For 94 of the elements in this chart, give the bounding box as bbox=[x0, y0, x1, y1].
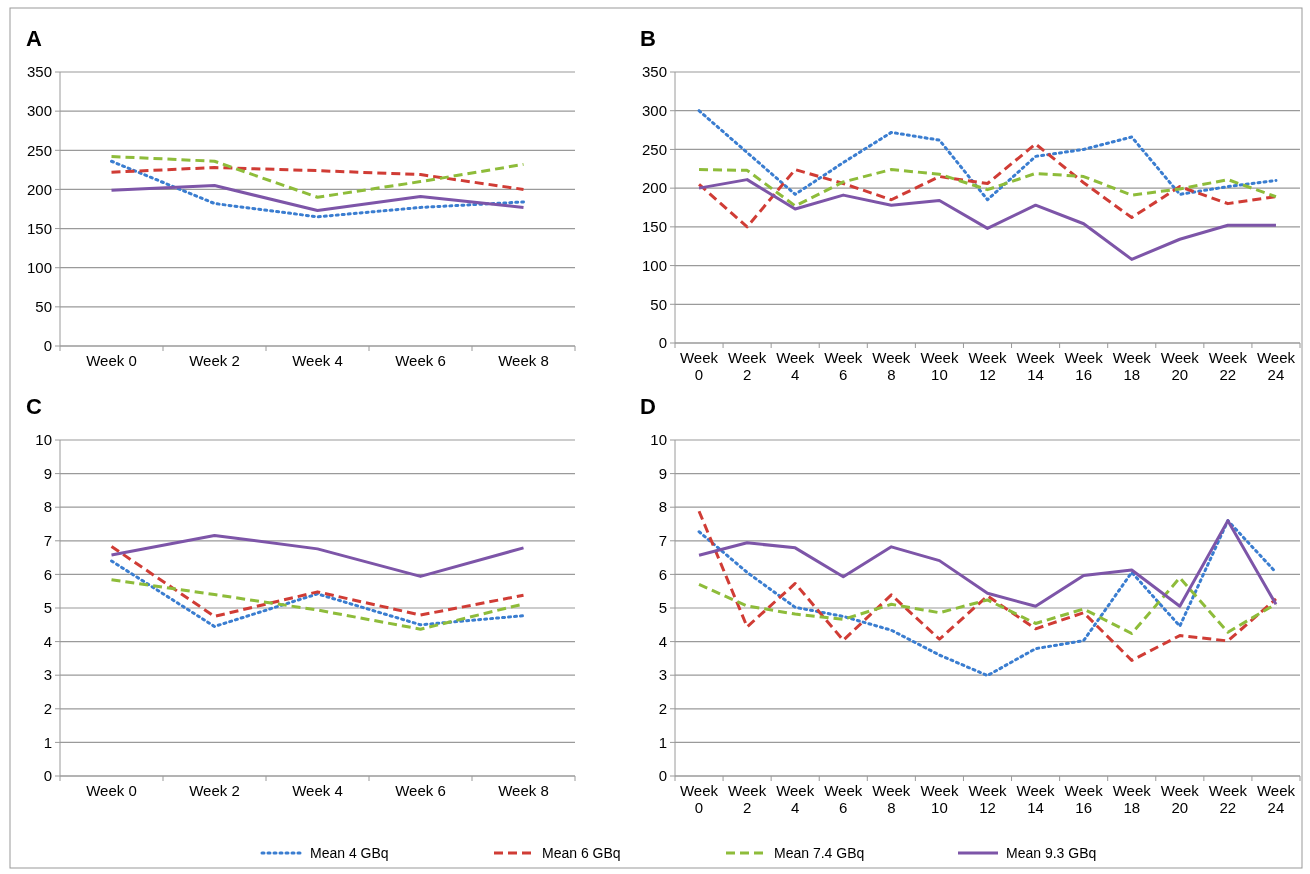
line-series bbox=[110, 155, 525, 199]
x-tick-label: Week 0 bbox=[680, 349, 719, 383]
x-tick-label: Week 18 bbox=[1112, 349, 1152, 383]
y-tick-label: 0 bbox=[658, 767, 667, 785]
y-tick-label: 6 bbox=[658, 565, 667, 583]
x-tick-label: Week 10 bbox=[920, 782, 959, 816]
y-tick-label: 50 bbox=[35, 298, 52, 316]
y-tick-label: 250 bbox=[26, 141, 52, 159]
y-tick-label: 8 bbox=[43, 498, 52, 516]
line-series bbox=[697, 509, 1278, 662]
y-tick-label: 3 bbox=[43, 666, 52, 684]
x-tick-label: Week 0 bbox=[680, 782, 719, 816]
y-tick-label: 350 bbox=[26, 63, 52, 81]
x-tick-label: Week 6 bbox=[395, 352, 446, 369]
legend-label: Mean 6 GBq bbox=[542, 844, 621, 861]
y-tick-label: 7 bbox=[43, 532, 52, 550]
y-tick-label: 1 bbox=[658, 733, 667, 751]
x-tick-label: Week 18 bbox=[1112, 782, 1152, 816]
y-tick-label: 9 bbox=[43, 464, 52, 482]
x-tick-label: Week 14 bbox=[1016, 349, 1056, 383]
chart-title: C bbox=[26, 394, 42, 419]
y-tick-label: 9 bbox=[658, 464, 667, 482]
line-series bbox=[110, 159, 525, 219]
x-tick-label: Week 24 bbox=[1256, 782, 1296, 816]
y-tick-label: 7 bbox=[658, 532, 667, 550]
chart-title: A bbox=[26, 26, 42, 51]
y-tick-label: 2 bbox=[43, 700, 52, 718]
x-tick-label: Week 8 bbox=[872, 782, 911, 816]
y-tick-label: 100 bbox=[26, 258, 52, 276]
y-tick-label: 350 bbox=[641, 63, 667, 81]
line-series bbox=[697, 109, 1278, 202]
x-tick-label: Week 0 bbox=[86, 782, 137, 799]
x-tick-label: Week 6 bbox=[824, 349, 863, 383]
x-tick-label: Week 12 bbox=[968, 782, 1008, 816]
x-tick-label: Week 8 bbox=[498, 782, 549, 799]
x-tick-label: Week 2 bbox=[728, 349, 767, 383]
legend-label: Mean 4 GBq bbox=[310, 844, 389, 861]
legend-label: Mean 9.3 GBq bbox=[1006, 844, 1097, 861]
x-tick-label: Week 4 bbox=[776, 349, 815, 383]
y-tick-label: 300 bbox=[26, 102, 52, 120]
x-tick-label: Week 8 bbox=[498, 352, 549, 369]
line-series bbox=[697, 178, 1278, 261]
y-tick-label: 200 bbox=[26, 180, 52, 198]
y-tick-label: 8 bbox=[658, 498, 667, 516]
line-series bbox=[110, 559, 525, 628]
y-tick-label: 2 bbox=[658, 700, 667, 718]
y-tick-label: 10 bbox=[650, 431, 667, 449]
y-tick-label: 250 bbox=[641, 140, 667, 158]
x-tick-label: Week 6 bbox=[395, 782, 446, 799]
x-tick-label: Week 16 bbox=[1064, 349, 1104, 383]
line-series bbox=[110, 545, 525, 618]
x-tick-label: Week 14 bbox=[1016, 782, 1056, 816]
x-tick-label: Week 22 bbox=[1208, 782, 1248, 816]
chart-title: B bbox=[640, 26, 656, 51]
x-tick-label: Week 20 bbox=[1160, 349, 1200, 383]
y-tick-label: 150 bbox=[26, 219, 52, 237]
x-tick-label: Week 2 bbox=[189, 352, 240, 369]
y-tick-label: 4 bbox=[658, 632, 667, 650]
y-tick-label: 0 bbox=[43, 767, 52, 785]
x-tick-label: Week 2 bbox=[728, 782, 767, 816]
x-tick-label: Week 10 bbox=[920, 349, 959, 383]
line-series bbox=[110, 533, 525, 578]
x-tick-label: Week 8 bbox=[872, 349, 911, 383]
legend-label: Mean 7.4 GBq bbox=[774, 844, 865, 861]
y-tick-label: 50 bbox=[650, 295, 667, 313]
line-series bbox=[110, 166, 525, 191]
y-tick-label: 3 bbox=[658, 666, 667, 684]
x-tick-label: Week 24 bbox=[1256, 349, 1296, 383]
x-tick-label: Week 22 bbox=[1208, 349, 1248, 383]
line-series bbox=[697, 168, 1278, 208]
y-tick-label: 5 bbox=[43, 599, 52, 617]
x-tick-label: Week 0 bbox=[86, 352, 137, 369]
x-tick-label: Week 4 bbox=[776, 782, 815, 816]
y-tick-label: 5 bbox=[658, 599, 667, 617]
chart-title: D bbox=[640, 394, 656, 419]
y-tick-label: 100 bbox=[641, 256, 667, 274]
y-tick-label: 300 bbox=[641, 101, 667, 119]
y-tick-label: 0 bbox=[43, 337, 52, 355]
y-tick-label: 10 bbox=[35, 431, 52, 449]
y-tick-label: 150 bbox=[641, 218, 667, 236]
y-tick-label: 1 bbox=[43, 733, 52, 751]
line-series bbox=[697, 519, 1278, 608]
x-tick-label: Week 4 bbox=[292, 352, 343, 369]
x-tick-label: Week 4 bbox=[292, 782, 343, 799]
y-tick-label: 4 bbox=[43, 632, 52, 650]
line-series bbox=[110, 184, 525, 213]
y-tick-label: 0 bbox=[658, 334, 667, 352]
x-tick-label: Week 6 bbox=[824, 782, 863, 816]
x-tick-label: Week 20 bbox=[1160, 782, 1200, 816]
x-tick-label: Week 2 bbox=[189, 782, 240, 799]
x-tick-label: Week 16 bbox=[1064, 782, 1104, 816]
x-tick-label: Week 12 bbox=[968, 349, 1008, 383]
y-tick-label: 200 bbox=[641, 179, 667, 197]
y-tick-label: 6 bbox=[43, 565, 52, 583]
